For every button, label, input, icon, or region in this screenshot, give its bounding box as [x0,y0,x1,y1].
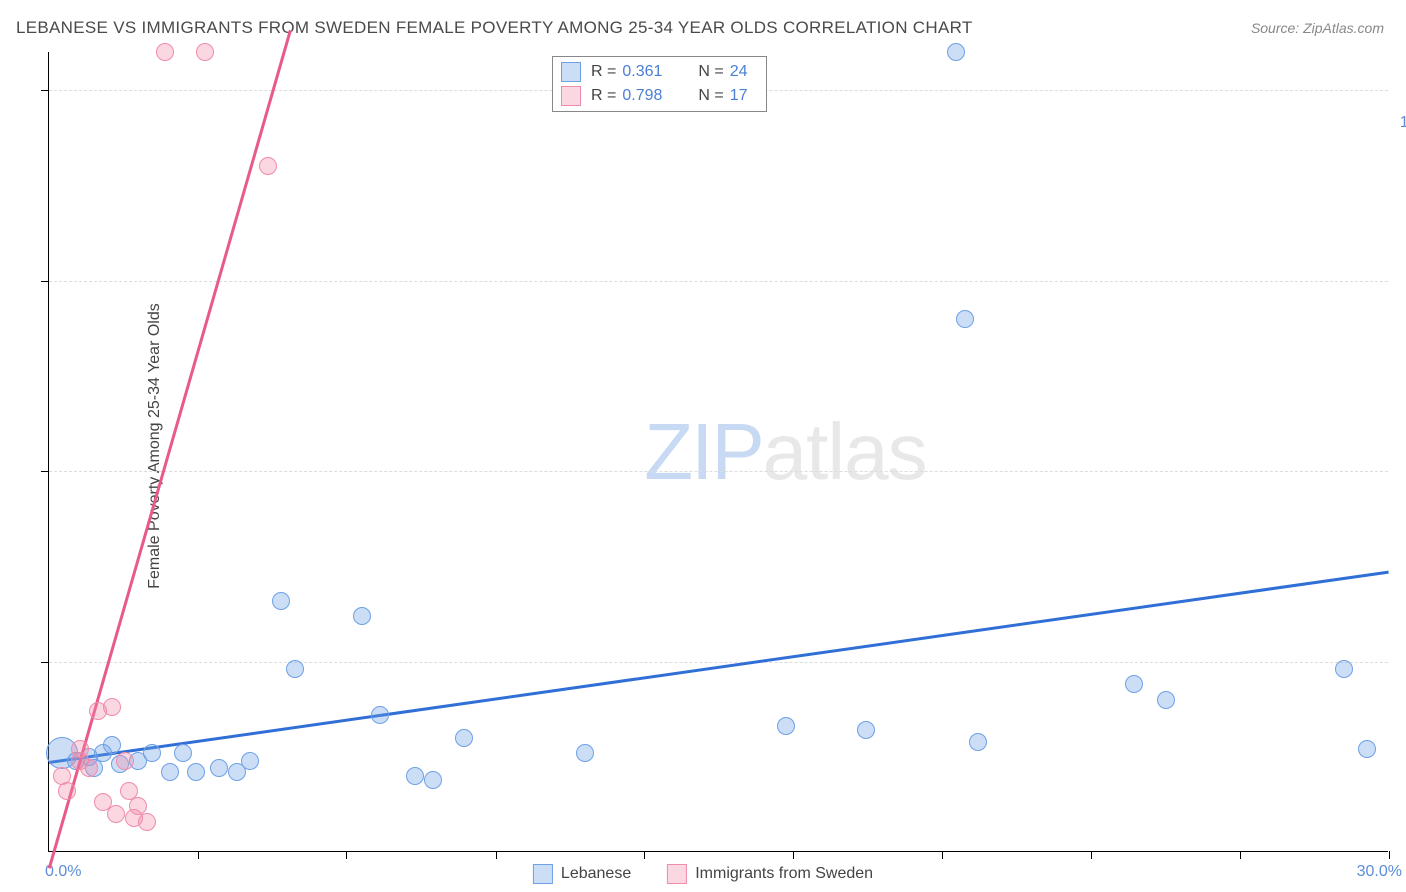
data-point [71,740,89,758]
y-tick [41,471,49,472]
data-point [424,771,442,789]
data-point [857,721,875,739]
data-point [286,660,304,678]
legend-swatch [533,864,553,884]
data-point [116,752,134,770]
watermark: ZIPatlas [644,406,926,498]
chart-title: LEBANESE VS IMMIGRANTS FROM SWEDEN FEMAL… [16,18,973,38]
y-tick-label: 100.0% [1400,114,1406,132]
legend-n-label: N = [698,60,723,84]
legend-swatch [561,86,581,106]
data-point [272,592,290,610]
gridline [49,281,1388,282]
data-point [210,759,228,777]
legend-r-label: R = [591,84,616,108]
legend-n-value: 17 [730,84,756,108]
legend-label: Lebanese [561,865,631,883]
legend-item: Immigrants from Sweden [663,864,877,884]
y-tick [41,90,49,91]
x-tick [346,851,347,859]
data-point [956,310,974,328]
data-point [156,43,174,61]
legend-r-label: R = [591,60,616,84]
plot-area: ZIPatlas 25.0%50.0%75.0%100.0%0.0%30.0% [48,52,1388,852]
source-attribution: Source: ZipAtlas.com [1251,20,1384,36]
x-tick [942,851,943,859]
data-point [1335,660,1353,678]
x-max-label: 30.0% [1357,863,1402,881]
data-point [406,767,424,785]
x-tick [198,851,199,859]
legend-item: Lebanese [529,864,635,884]
data-point [107,805,125,823]
data-point [777,717,795,735]
data-point [353,607,371,625]
legend-swatch [561,62,581,82]
data-point [103,736,121,754]
data-point [196,43,214,61]
x-tick [644,851,645,859]
data-point [1157,691,1175,709]
legend-r-value: 0.361 [622,60,680,84]
data-point [187,763,205,781]
legend-label: Immigrants from Sweden [695,865,873,883]
trend-line [49,570,1389,763]
gridline [49,662,1388,663]
data-point [161,763,179,781]
y-tick [41,662,49,663]
data-point [969,733,987,751]
data-point [259,157,277,175]
legend-row: R =0.361 N = 24 [561,60,756,84]
x-tick [496,851,497,859]
data-point [103,698,121,716]
data-point [228,763,246,781]
y-tick [41,281,49,282]
gridline [49,471,1388,472]
x-tick [1389,851,1390,859]
data-point [455,729,473,747]
data-point [174,744,192,762]
data-point [576,744,594,762]
legend-row: R =0.798 N = 17 [561,84,756,108]
data-point [138,813,156,831]
data-point [80,759,98,777]
x-tick [1240,851,1241,859]
legend-n-value: 24 [730,60,756,84]
data-point [143,744,161,762]
x-tick [1091,851,1092,859]
legend-r-value: 0.798 [622,84,680,108]
data-point [1358,740,1376,758]
series-legend: Lebanese Immigrants from Sweden [529,864,877,884]
data-point [947,43,965,61]
x-tick [793,851,794,859]
watermark-zip: ZIP [644,407,762,496]
data-point [371,706,389,724]
data-point [58,782,76,800]
correlation-legend: R =0.361 N = 24 R =0.798 N = 17 [552,56,767,112]
data-point [1125,675,1143,693]
watermark-atlas: atlas [763,407,927,496]
legend-swatch [667,864,687,884]
legend-n-label: N = [698,84,723,108]
